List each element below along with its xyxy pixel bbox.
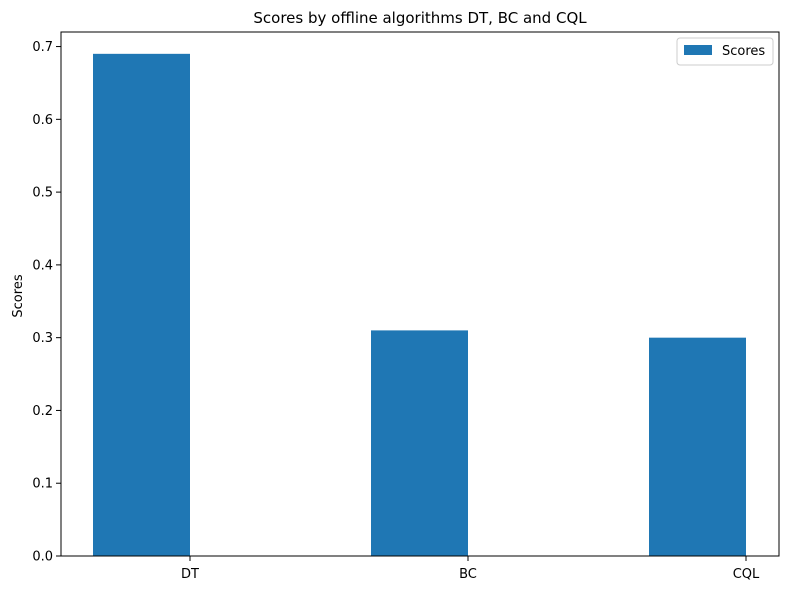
plot-frame bbox=[60, 31, 780, 557]
x-axis-ticks: DT BC CQL bbox=[181, 556, 760, 582]
y-tick-label: 0.3 bbox=[32, 331, 53, 346]
y-tick-label: 0.5 bbox=[32, 186, 53, 201]
y-axis-ticks: 0.0 0.1 0.2 0.3 0.4 0.5 0.6 0.7 bbox=[32, 40, 61, 565]
y-tick-label: 0.0 bbox=[32, 550, 53, 565]
x-tick-label: CQL bbox=[733, 567, 760, 582]
bar-dt bbox=[93, 53, 190, 556]
legend-swatch bbox=[684, 45, 712, 55]
y-tick-label: 0.1 bbox=[32, 477, 53, 492]
legend: Scores bbox=[676, 37, 774, 66]
y-tick-label: 0.7 bbox=[32, 40, 53, 55]
y-tick-label: 0.6 bbox=[32, 113, 53, 128]
bars-group bbox=[93, 53, 746, 556]
y-tick-label: 0.2 bbox=[32, 404, 53, 419]
x-tick-label: BC bbox=[459, 567, 477, 582]
bar-bc bbox=[371, 330, 468, 556]
chart-title: Scores by offline algorithms DT, BC and … bbox=[253, 9, 587, 27]
bar-cql bbox=[649, 337, 746, 556]
x-tick-label: DT bbox=[181, 567, 199, 582]
y-tick-label: 0.4 bbox=[32, 258, 53, 273]
y-axis-label: Scores bbox=[11, 274, 26, 317]
legend-box bbox=[676, 37, 774, 66]
legend-label: Scores bbox=[722, 44, 765, 59]
